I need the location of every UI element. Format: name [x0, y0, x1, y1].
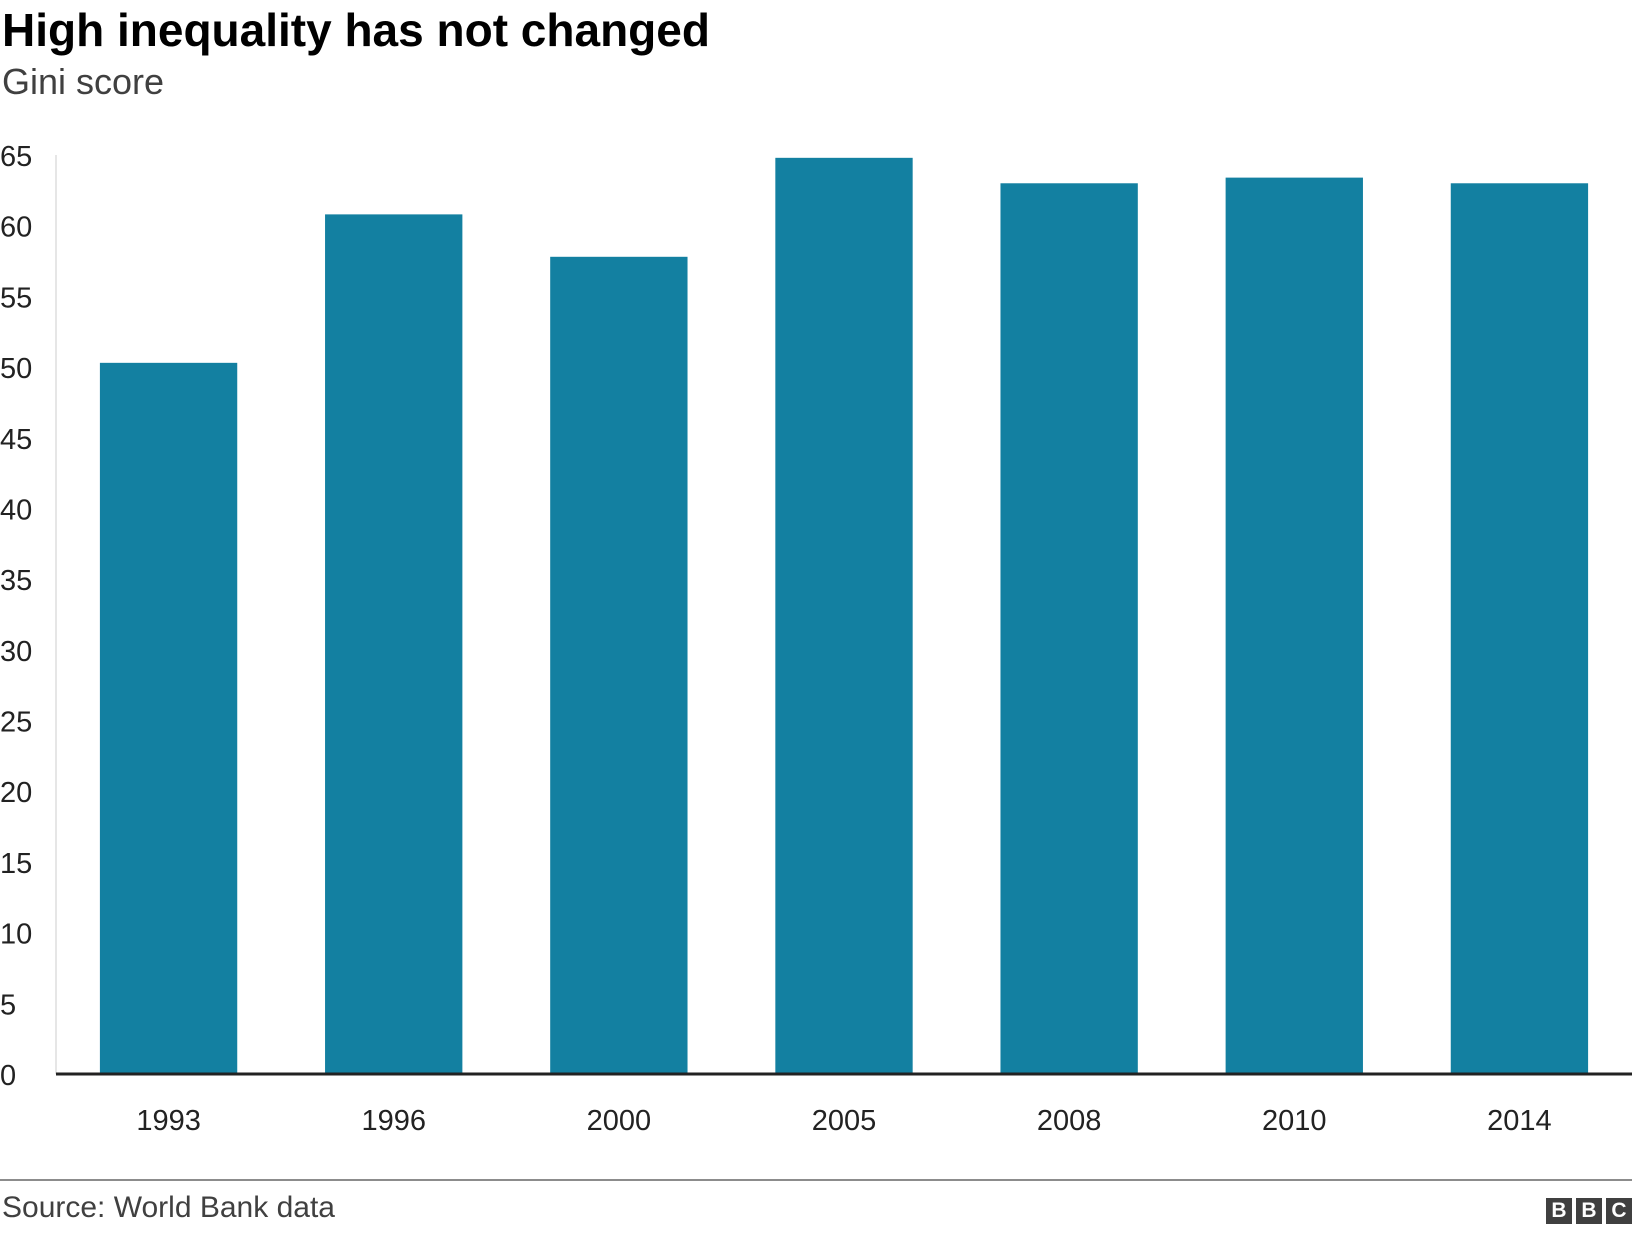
y-tick-label: 25 [0, 707, 32, 739]
y-tick-label: 5 [0, 989, 16, 1021]
logo-letter-b2: B [1576, 1198, 1602, 1224]
y-tick-label: 65 [0, 141, 32, 173]
x-tick-label: 1993 [136, 1105, 201, 1137]
logo-letter-c: C [1606, 1198, 1632, 1224]
y-axis: 0 5 10 15 20 25 30 35 40 45 50 55 60 65 [0, 141, 57, 1092]
bbc-logo: B B C [1546, 1198, 1632, 1224]
bar-2005 [775, 157, 913, 1074]
bar-2008 [1000, 183, 1138, 1074]
y-tick-label: 0 [0, 1060, 16, 1092]
bar-2014 [1450, 183, 1589, 1074]
bar-1996 [325, 214, 463, 1075]
y-tick-label: 60 [0, 212, 32, 244]
x-tick-label: 2010 [1262, 1105, 1327, 1137]
y-tick-label: 15 [0, 848, 32, 880]
x-tick-label: 2000 [587, 1105, 652, 1137]
x-tick-label: 2008 [1037, 1105, 1102, 1137]
y-tick-label: 40 [0, 494, 32, 526]
y-tick-label: 35 [0, 565, 32, 597]
x-tick-label: 2005 [812, 1105, 877, 1137]
bar-2000 [550, 256, 688, 1074]
y-tick-label: 55 [0, 282, 32, 314]
y-tick-label: 20 [0, 777, 32, 809]
bar-2010 [1225, 177, 1363, 1075]
logo-letter-b1: B [1546, 1198, 1572, 1224]
x-tick-label: 1996 [361, 1105, 426, 1137]
bar-1993 [99, 362, 238, 1074]
y-tick-label: 10 [0, 919, 32, 951]
bars [99, 157, 1589, 1075]
x-tick-label: 2014 [1487, 1105, 1552, 1137]
footer-divider [0, 1179, 1632, 1181]
y-tick-label: 50 [0, 353, 32, 385]
x-axis: 1993 1996 2000 2005 2008 2010 2014 [56, 1072, 1632, 1137]
source-note: Source: World Bank data [2, 1191, 335, 1224]
y-tick-label: 45 [0, 424, 32, 456]
chart-subtitle: Gini score [2, 61, 165, 102]
bar-chart: 0 5 10 15 20 25 30 35 40 45 50 55 60 65 1993 1996 2000 2… [0, 141, 1632, 1137]
y-tick-label: 30 [0, 636, 32, 668]
chart-title: High inequality has not changed [2, 4, 710, 56]
